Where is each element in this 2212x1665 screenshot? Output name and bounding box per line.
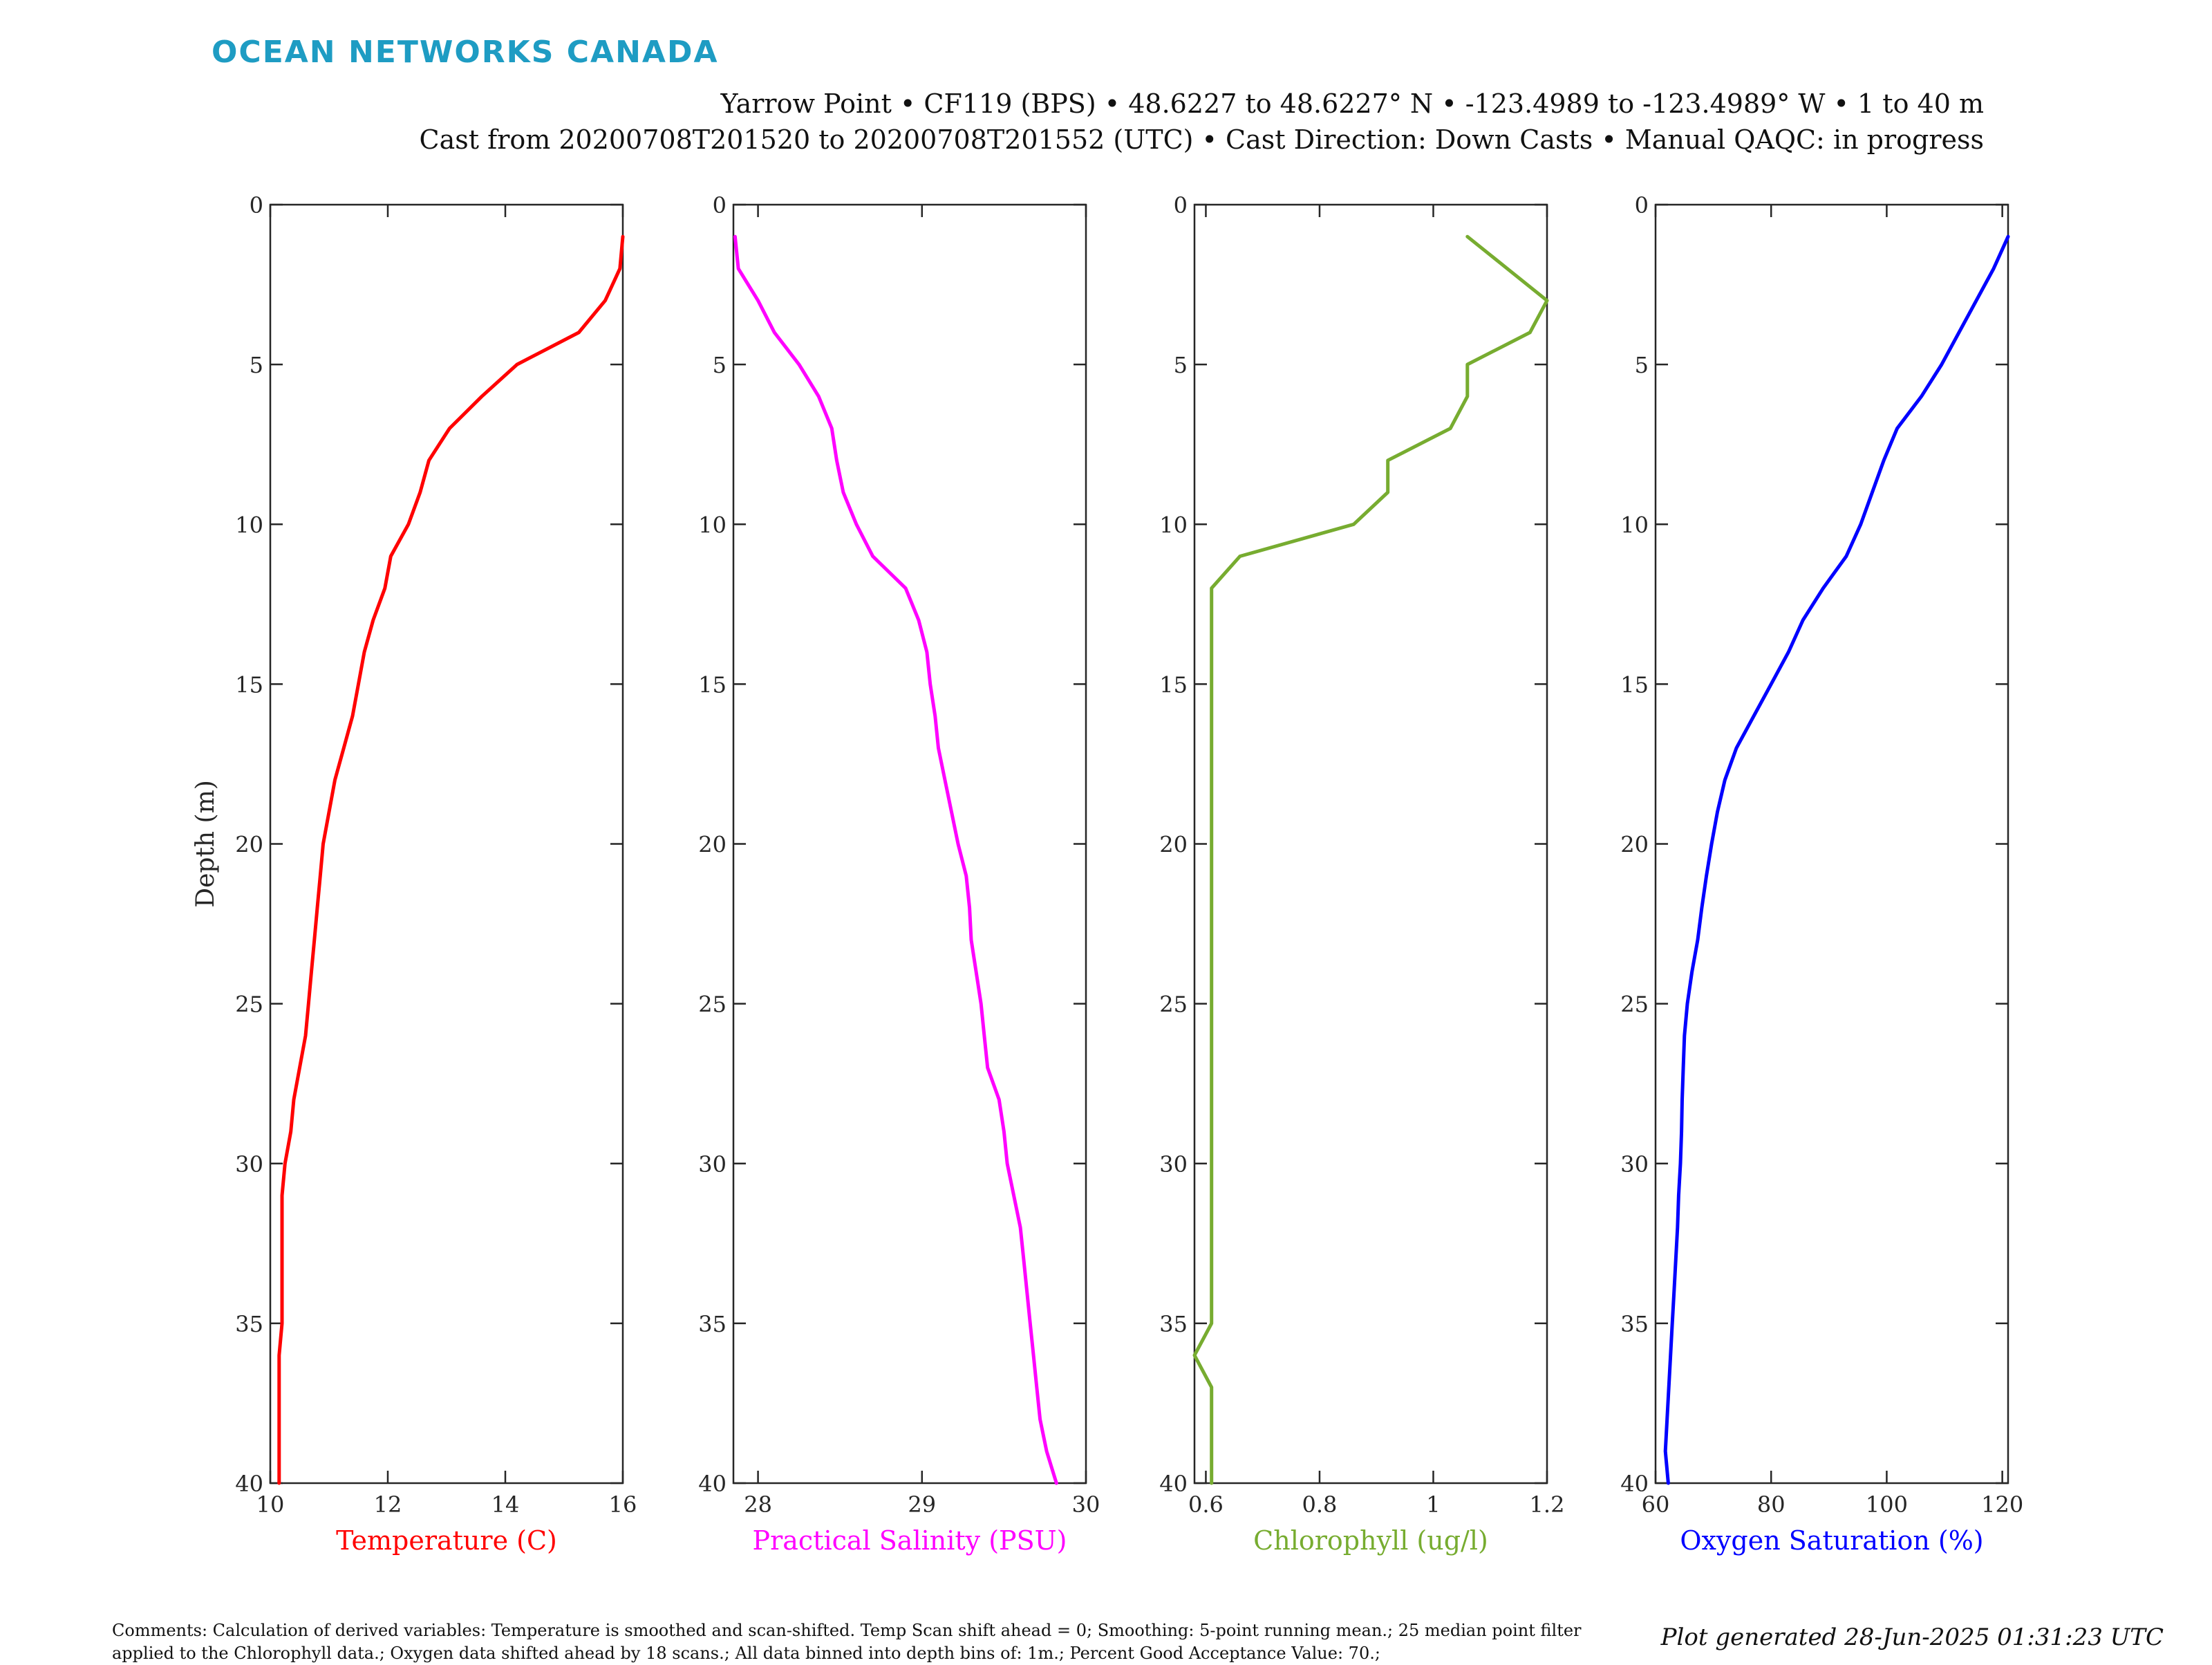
y-tick-label: 20 — [698, 832, 727, 858]
y-tick-label: 0 — [250, 192, 263, 218]
x-tick-label: 28 — [744, 1491, 772, 1518]
series-line-practical-salinity-psu — [733, 234, 1058, 1485]
x-tick-label: 10 — [256, 1491, 285, 1518]
y-tick-label: 10 — [1159, 512, 1188, 538]
x-tick-label: 120 — [1981, 1491, 2023, 1518]
y-tick-label: 40 — [235, 1471, 263, 1497]
y-tick-label: 5 — [250, 352, 263, 378]
y-tick-label: 30 — [235, 1151, 263, 1178]
y-tick-label: 25 — [1159, 992, 1188, 1018]
y-tick-label: 30 — [698, 1151, 727, 1178]
y-tick-label: 30 — [1620, 1151, 1649, 1178]
y-tick-label: 35 — [1620, 1311, 1649, 1337]
y-tick-label: 10 — [1620, 512, 1649, 538]
y-tick-label: 30 — [1159, 1151, 1188, 1178]
x-axis-label: Chlorophyll (ug/l) — [1253, 1525, 1488, 1556]
y-tick-label: 35 — [235, 1311, 263, 1337]
x-tick-label: 0.6 — [1188, 1491, 1224, 1518]
y-tick-label: 20 — [1620, 832, 1649, 858]
x-tick-label: 12 — [374, 1491, 402, 1518]
plot-generated-timestamp: Plot generated 28-Jun-2025 01:31:23 UTC — [1660, 1624, 2164, 1651]
x-tick-label: 100 — [1866, 1491, 1908, 1518]
y-tick-label: 40 — [698, 1471, 727, 1497]
series-line-temperature-c — [277, 234, 625, 1485]
x-tick-label: 1 — [1426, 1491, 1440, 1518]
y-tick-label: 25 — [698, 992, 727, 1018]
y-tick-label: 0 — [713, 192, 727, 218]
y-tick-label: 15 — [235, 671, 263, 698]
y-tick-label: 10 — [698, 512, 727, 538]
header-cast-line: Cast from 20200708T201520 to 20200708T20… — [419, 124, 1984, 155]
x-axis-label: Practical Salinity (PSU) — [753, 1525, 1067, 1556]
y-tick-label: 5 — [713, 352, 727, 378]
series-line-chlorophyll-ug-l — [1192, 234, 1549, 1485]
y-tick-label: 5 — [1174, 352, 1188, 378]
y-tick-label: 25 — [235, 992, 263, 1018]
x-tick-label: 14 — [491, 1491, 520, 1518]
panel-chlorophyll-ug-l: 0 5 10 15 20 25 30 35 400.6 0.8 1 1.2 Chlorophyll (u… — [1159, 192, 1564, 1556]
header-location-line: Yarrow Point • CF119 (BPS) • 48.6227 to … — [720, 89, 1984, 119]
y-tick-label: 35 — [698, 1311, 727, 1337]
y-tick-label: 0 — [1635, 192, 1649, 218]
y-tick-label: 25 — [1620, 992, 1649, 1018]
y-tick-label: 20 — [1159, 832, 1188, 858]
x-tick-label: 1.2 — [1530, 1491, 1565, 1518]
processing-comments: Comments: Calculation of derived variabl… — [112, 1621, 1582, 1663]
y-tick-label: 20 — [235, 832, 263, 858]
x-tick-label: 0.8 — [1302, 1491, 1338, 1518]
axes-box — [1193, 203, 1548, 1485]
y-tick-label: 40 — [1159, 1471, 1188, 1497]
y-tick-label: 15 — [1159, 671, 1188, 698]
x-tick-label: 80 — [1757, 1491, 1785, 1518]
y-tick-label: 35 — [1159, 1311, 1188, 1337]
y-axis-label: Depth (m) — [191, 780, 220, 908]
y-tick-label: 10 — [235, 512, 263, 538]
x-tick-label: 60 — [1642, 1491, 1670, 1518]
y-tick-label: 5 — [1635, 352, 1649, 378]
ocean-networks-canada-logo: OCEAN NETWORKS CANADA — [212, 35, 719, 70]
x-tick-label: 16 — [609, 1491, 637, 1518]
x-axis-label: Temperature (C) — [336, 1525, 557, 1556]
y-tick-label: 0 — [1174, 192, 1188, 218]
x-axis-label: Oxygen Saturation (%) — [1680, 1525, 1983, 1556]
y-tick-label: 40 — [1620, 1471, 1649, 1497]
x-tick-label: 30 — [1072, 1491, 1100, 1518]
series-line-oxygen-saturation — [1663, 234, 2010, 1485]
x-tick-label: 29 — [908, 1491, 936, 1518]
y-tick-label: 15 — [1620, 671, 1649, 698]
axes-box — [1654, 203, 2009, 1485]
y-tick-label: 15 — [698, 671, 727, 698]
axes-box — [732, 203, 1087, 1485]
